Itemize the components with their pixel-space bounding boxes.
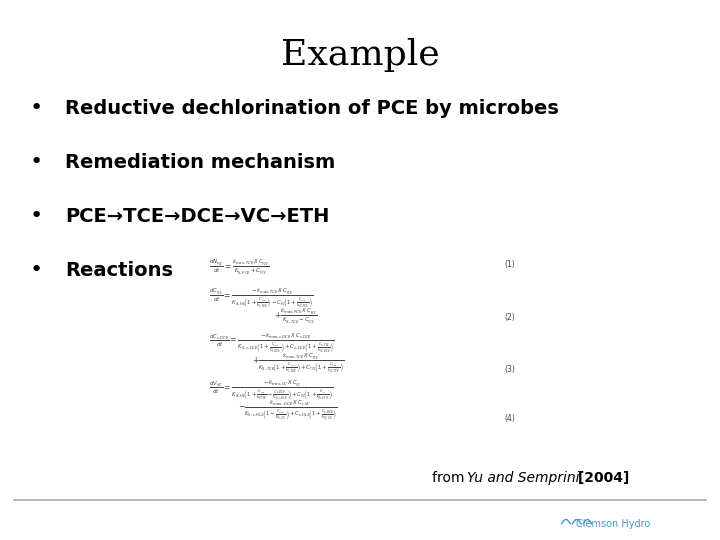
Text: Yu and Semprini: Yu and Semprini: [467, 471, 579, 485]
Text: Clemson Hydro: Clemson Hydro: [576, 519, 650, 529]
Text: •: •: [30, 152, 42, 172]
Text: [2004]: [2004]: [573, 471, 629, 485]
Text: •: •: [30, 98, 42, 118]
Text: Example: Example: [281, 38, 439, 72]
Text: •: •: [30, 206, 42, 226]
Text: $\frac{dV_{VC}}{dt} = \frac{-k_{max,VC}\,X\,C_{_{VC}}}{K_{S,HL}\!\left(1+\frac{C: $\frac{dV_{VC}}{dt} = \frac{-k_{max,VC}\…: [209, 378, 333, 402]
Text: PCE→TCE→DCE→VC→ETH: PCE→TCE→DCE→VC→ETH: [65, 206, 329, 226]
Text: $-\frac{k_{max,\text{-}DCE}\,X\,C_{c\text{-}VC}}{K_{S,c\text{-}HL2}\!\left(1-\fr: $-\frac{k_{max,\text{-}DCE}\,X\,C_{c\tex…: [238, 399, 337, 422]
Text: (3): (3): [504, 365, 515, 374]
Text: $\frac{dC_{c\text{-}DCE}}{dt} = \frac{-k_{max,c\text{-}DCE}\,X\,C_{c\text{-}DCE}: $\frac{dC_{c\text{-}DCE}}{dt} = \frac{-k…: [209, 331, 334, 355]
Text: (1): (1): [504, 260, 515, 269]
Text: (2): (2): [504, 313, 515, 322]
Text: $\frac{dC_{_{TCE}}}{dt} = \frac{-k_{max,TCE}\,X\,C_{_{TCE}}}{K_{S,HL}\!\left(1+\: $\frac{dC_{_{TCE}}}{dt} = \frac{-k_{max,…: [209, 286, 313, 310]
Text: from: from: [432, 471, 469, 485]
Text: (4): (4): [504, 414, 515, 423]
Text: Remediation mechanism: Remediation mechanism: [65, 152, 335, 172]
Text: $\frac{dN_{_{PCE}}}{dt} = \frac{k_{max,PCE}\,X\,C_{_{PCE}}}{K_{S,PCE} + C_{_{PCE: $\frac{dN_{_{PCE}}}{dt} = \frac{k_{max,P…: [209, 258, 269, 277]
Text: •: •: [30, 260, 42, 280]
Text: Reactions: Reactions: [65, 260, 173, 280]
Text: $+\frac{k_{max,TCE}\,X\,C_{_{TCE}}}{K_{S,TCE}\!\left(1+\frac{C_{_{DCE}}}{k_{I,DC: $+\frac{k_{max,TCE}\,X\,C_{_{TCE}}}{K_{S…: [252, 351, 344, 375]
Text: $+\frac{k_{max,PCE}\,X\,C_{_{PCE}}}{K_{S,TCE} - C_{_{PCE}}}$: $+\frac{k_{max,PCE}\,X\,C_{_{PCE}}}{K_{S…: [274, 306, 317, 326]
Text: Reductive dechlorination of PCE by microbes: Reductive dechlorination of PCE by micro…: [65, 98, 559, 118]
